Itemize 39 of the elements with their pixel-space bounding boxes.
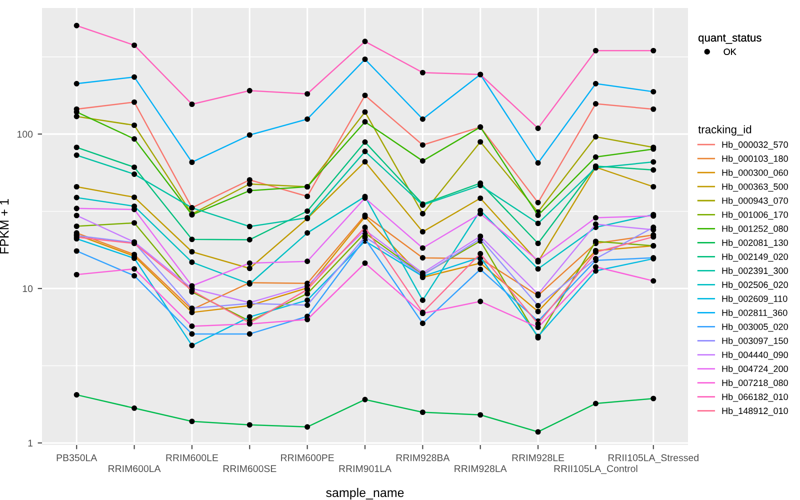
legend-label: Hb_001006_170 <box>722 211 788 220</box>
legend-label: Hb_002811_360 <box>722 309 788 318</box>
legend-label: Hb_001252_080 <box>722 225 788 234</box>
x-tick-label: RRIM600LA <box>108 465 161 472</box>
x-tick-label: RRIM600LE <box>166 454 218 462</box>
legend-label: Hb_004724_200 <box>722 365 788 374</box>
text: quant_status <box>698 34 762 44</box>
legend-label: Hb_066182_010 <box>722 393 788 402</box>
y-tick-label: 10 <box>22 285 33 292</box>
x-tick-label: RRIM901LA <box>339 465 392 472</box>
legend-label: Hb_000363_500 <box>722 183 788 192</box>
legend-title: tracking_id <box>698 125 752 136</box>
legend-label: Hb_003097_150 <box>722 337 788 346</box>
x-tick-label: RRIM600PE <box>281 454 334 462</box>
legend-label: Hb_002149_020 <box>722 253 788 262</box>
x-tick-label: RRII105LA_Stressed <box>608 454 698 464</box>
x-tick-label: RRIM928LE <box>512 454 564 462</box>
x-tick-label: RRIM600SE <box>223 465 276 472</box>
legend-label: Hb_000300_060 <box>722 169 788 178</box>
y-tick-label: 1 <box>28 440 32 446</box>
legend-label: Hb_000103_180 <box>722 155 788 164</box>
legend-label: Hb_002391_300 <box>722 267 788 276</box>
legend-label: Hb_000943_070 <box>722 197 788 206</box>
text: OK <box>724 48 736 55</box>
legend-label: Hb_007218_080 <box>722 379 788 388</box>
legend-label: Hb_002506_020 <box>722 281 788 290</box>
y-tick-label: 100 <box>17 130 33 138</box>
x-tick-label: RRII105LA_Control <box>554 464 638 474</box>
y-axis-title: FPKM + 1 <box>0 199 9 254</box>
x-tick-label: PB350LA <box>56 454 98 462</box>
x-tick-label: RRIM928BA <box>396 454 450 462</box>
legend-label: Hb_003005_020 <box>722 323 788 332</box>
x-axis-title: sample_name <box>326 488 404 500</box>
legend-label: Hb_148912_010 <box>722 407 788 416</box>
legend-label: Hb_000032_570 <box>722 141 788 150</box>
legend-label: Hb_002081_130 <box>722 239 788 248</box>
legend-label: Hb_002609_110 <box>722 295 788 304</box>
x-tick-label: RRIM928LA <box>454 465 507 472</box>
legend-label: Hb_004440_090 <box>722 351 788 360</box>
